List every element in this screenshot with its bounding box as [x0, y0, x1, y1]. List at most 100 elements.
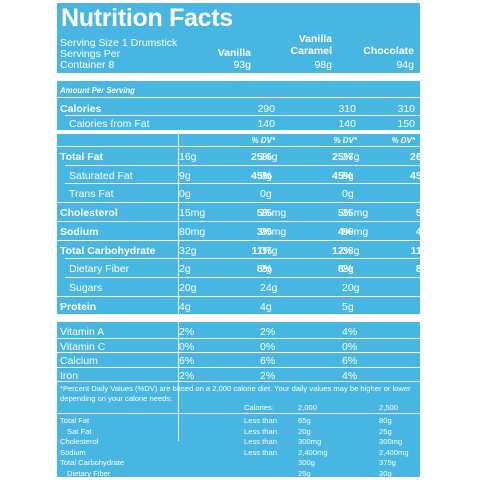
nutrient-dv: 12% — [331, 245, 353, 257]
nutrient-label: Sodium — [60, 226, 99, 238]
daily-value-2500: 80g — [379, 416, 392, 425]
serving-size: Serving Size 1 Drumstick — [60, 37, 178, 49]
amount-per-serving: Amount Per Serving — [60, 86, 135, 95]
daily-nutrient-name: Total Carbohydrate — [60, 458, 125, 467]
flavor-1-name: Vanilla — [217, 47, 251, 59]
daily-nutrient-name: Sodium — [60, 448, 86, 457]
nutrition-facts-panel: Nutrition Facts Serving Size 1 Drumstick… — [57, 3, 420, 477]
nutrient-dv: 45% — [331, 170, 353, 182]
nutrient-amount: 20g — [179, 282, 197, 294]
nutrient-dv: 11% — [251, 245, 272, 257]
vitamin-label: Vitamin A — [60, 326, 105, 338]
vitamin-value: 6% — [260, 355, 276, 367]
nutrient-amount: 37g — [260, 245, 278, 257]
nutrient-amount: 15mg — [342, 207, 369, 219]
nutrient-dv: 45% — [409, 170, 420, 182]
nutrient-amount: 16g — [179, 151, 197, 163]
nutrient-dv: 5% — [415, 207, 420, 219]
daily-value-2000: 2,400mg — [298, 448, 328, 457]
nutrient-amount: 4g — [260, 301, 272, 313]
calories-value: 310 — [397, 103, 415, 115]
nutrient-amount: 20g — [342, 282, 360, 294]
nutrient-label: Total Fat — [60, 151, 103, 163]
nutrient-amount: 80mg — [179, 226, 206, 238]
flavor-3-name: Chocolate — [363, 45, 414, 57]
vitamin-label: Calcium — [60, 355, 98, 367]
flavor-2-weight: 98g — [314, 59, 332, 71]
nutrient-row: Trans Fat 0g 0g 0g — [65, 183, 420, 202]
daily-value-2000: 300g — [298, 458, 315, 467]
vitamin-value: 2% — [179, 370, 195, 382]
daily-value-2500: 25g — [379, 427, 392, 436]
vitamin-row: Iron 2% 2% 4% — [57, 367, 420, 382]
daily-condition: Less than — [244, 448, 277, 457]
vitamin-row: Vitamin C 0% 0% 0% — [57, 338, 420, 353]
vitamin-value: 0% — [179, 341, 195, 353]
thick-divider-vitamins — [57, 314, 420, 322]
vitamin-row: Calcium 6% 6% 6% — [57, 352, 420, 367]
daily-nutrient-name: Dietary Fiber — [67, 469, 111, 477]
nutrient-dv: 8% — [415, 263, 420, 275]
nutrient-row: Sugars 20g 24g 20g — [65, 277, 420, 296]
nutrient-amount: 15mg — [179, 207, 206, 219]
daily-value-2000: 25g — [298, 469, 311, 477]
nutrient-dv: 4% — [415, 226, 420, 238]
nutrient-amount: 4g — [179, 301, 191, 313]
nutrient-amount: 90mg — [260, 226, 287, 238]
daily-nutrient-name: Sat Fat — [67, 427, 92, 436]
nutrient-row: Protein 4g 4g 5g — [57, 296, 420, 315]
daily-condition: Less than — [244, 437, 277, 446]
nutrient-dv: 26% — [409, 151, 420, 163]
daily-value-2000: 20g — [298, 427, 311, 436]
divider-daily-table — [57, 413, 420, 414]
nutrient-amount: 2g — [342, 263, 354, 275]
daily-calories-2500: 2,500 — [379, 403, 399, 412]
nutrient-dv: 4% — [337, 226, 353, 238]
medium-divider — [57, 130, 420, 134]
nutrient-dv: 45% — [250, 170, 272, 182]
calories-fat-label: Calories from Fat — [69, 118, 150, 130]
nutrient-label: Saturated Fat — [69, 170, 133, 182]
calories-fat-value: 140 — [257, 118, 275, 130]
flavor-3-weight: 94g — [396, 59, 414, 71]
nutrient-amount: 32g — [179, 245, 197, 257]
vitamin-value: 6% — [342, 355, 358, 367]
vitamin-label: Vitamin C — [60, 341, 106, 353]
nutrient-amount: 9g — [179, 170, 191, 182]
vitamin-value: 6% — [179, 355, 195, 367]
nutrient-label: Sugars — [69, 282, 103, 294]
nutrient-amount: 5g — [342, 301, 354, 313]
daily-condition: Less than — [244, 427, 277, 436]
vitamin-value: 2% — [260, 370, 276, 382]
nutrient-amount: 9g — [342, 170, 354, 182]
nutrient-dv: 5% — [337, 207, 353, 219]
daily-value-2500: 375g — [379, 458, 396, 467]
vitamin-row: Vitamin A 2% 2% 4% — [57, 324, 420, 338]
nutrient-label: Dietary Fiber — [69, 263, 130, 275]
nutrient-dv: 11% — [410, 245, 420, 257]
daily-calories-2000: 2,000 — [298, 403, 318, 412]
nutrient-dv: 8% — [256, 263, 272, 275]
daily-calories-label: Calories: — [244, 403, 274, 412]
daily-value-2000: 65g — [298, 416, 311, 425]
nutrient-amount: 2g — [179, 263, 191, 275]
nutrient-amount: 0g — [179, 188, 191, 200]
column-line — [178, 130, 179, 441]
daily-value-2500: 300mg — [379, 437, 403, 446]
divider-calories — [65, 115, 420, 116]
dv-header: % DV* — [391, 136, 415, 145]
vitamin-value: 4% — [342, 370, 358, 382]
daily-nutrient-name: Total Fat — [60, 416, 90, 425]
nutrient-amount: 24g — [260, 282, 278, 294]
flavor-1-weight: 93g — [233, 59, 251, 71]
nutrient-amount: 90mg — [342, 226, 369, 238]
vitamin-value: 4% — [342, 326, 358, 338]
divider-footnote — [57, 381, 420, 382]
daily-nutrient-name: Cholesterol — [60, 437, 99, 446]
servings-per-line1: Servings Per — [60, 48, 121, 60]
daily-value-2500: 30g — [379, 469, 392, 477]
